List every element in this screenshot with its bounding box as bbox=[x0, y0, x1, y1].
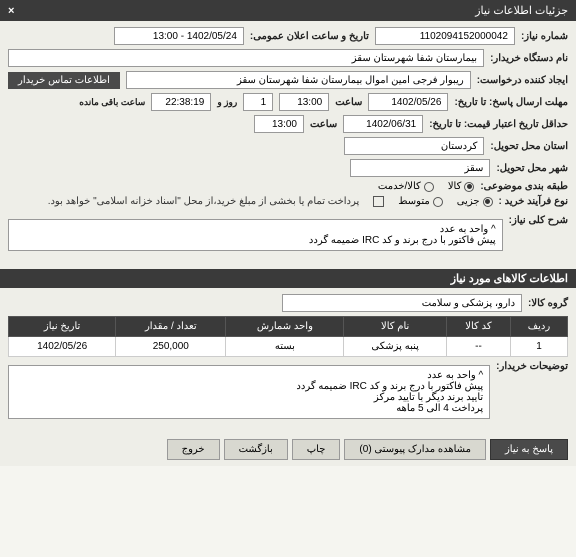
radio-dot-icon bbox=[464, 182, 474, 192]
saat-label-2: ساعت bbox=[310, 119, 337, 130]
buyer-notes-value: ^ واحد به عدد پیش فاکتور با درج برند و ک… bbox=[8, 365, 490, 419]
table-row[interactable]: 1 -- پنبه پزشکی بسته 250,000 1402/05/26 bbox=[9, 337, 568, 357]
announce-date-label: تاریخ و ساعت اعلان عمومی: bbox=[250, 31, 369, 42]
min-valid-label: حداقل تاریخ اعتبار قیمت: تا تاریخ: bbox=[429, 119, 568, 130]
need-no-label: شماره نیاز: bbox=[521, 31, 568, 42]
radio-motevaset[interactable]: متوسط bbox=[398, 196, 442, 207]
dialog-title: جزئیات اطلاعات نیاز bbox=[475, 4, 568, 17]
valid-time-value: 13:00 bbox=[254, 115, 304, 133]
requester-label: ایجاد کننده درخواست: bbox=[477, 75, 568, 86]
contact-info-button[interactable]: اطلاعات تماس خریدار bbox=[8, 72, 120, 89]
buyer-notes-label: توضیحات خریدار: bbox=[496, 361, 568, 372]
goods-table: ردیف کد کالا نام کالا واحد شمارش تعداد /… bbox=[8, 316, 568, 357]
td-name: پنبه پزشکی bbox=[344, 337, 447, 357]
days-left-value: 1 bbox=[243, 93, 273, 111]
close-icon[interactable]: × bbox=[8, 5, 14, 17]
td-date: 1402/05/26 bbox=[9, 337, 116, 357]
exit-button[interactable]: خروج bbox=[167, 439, 220, 460]
pay-note: پرداخت تمام یا بخشی از مبلغ خرید،از محل … bbox=[48, 196, 360, 207]
radio-jozi[interactable]: جزیی bbox=[457, 196, 493, 207]
td-code: -- bbox=[446, 337, 510, 357]
province-value: کردستان bbox=[344, 137, 484, 155]
th-date: تاریخ نیاز bbox=[9, 317, 116, 337]
need-desc-value: ^ واحد به عدد پیش فاکتور با درج برند و ک… bbox=[8, 219, 503, 251]
saat-label-1: ساعت bbox=[335, 97, 362, 108]
dialog-header: جزئیات اطلاعات نیاز × bbox=[0, 0, 576, 21]
reply-date-value: 1402/05/26 bbox=[368, 93, 448, 111]
buyer-org-value: بیمارستان شفا شهرستان سقز bbox=[8, 49, 484, 67]
back-button[interactable]: بازگشت bbox=[224, 439, 288, 460]
td-qty: 250,000 bbox=[116, 337, 226, 357]
requester-value: ریبوار فرجی امین اموال بیمارستان شفا شهر… bbox=[126, 71, 471, 89]
reply-deadline-label: مهلت ارسال پاسخ: تا تاریخ: bbox=[454, 97, 568, 108]
remaining-label: ساعت باقی مانده bbox=[79, 97, 145, 108]
footer-bar: پاسخ به نیاز مشاهده مدارک پیوستی (0) چاپ… bbox=[0, 433, 576, 466]
goods-group-label: گروه کالا: bbox=[528, 298, 568, 309]
city-value: سقز bbox=[350, 159, 490, 177]
th-unit: واحد شمارش bbox=[226, 317, 344, 337]
reply-time-value: 13:00 bbox=[279, 93, 329, 111]
need-no-value: 1102094152000042 bbox=[375, 27, 515, 45]
pay-checkbox[interactable] bbox=[373, 196, 384, 207]
radio-jozi-label: جزیی bbox=[457, 196, 480, 207]
th-code: کد کالا bbox=[446, 317, 510, 337]
rooz-label: روز و bbox=[217, 97, 237, 108]
th-qty: تعداد / مقدار bbox=[116, 317, 226, 337]
radio-kala-khedmat[interactable]: کالا/خدمت bbox=[378, 181, 434, 192]
buy-type-label: نوع فرآیند خرید : bbox=[499, 196, 568, 207]
radio-motevaset-label: متوسط bbox=[398, 196, 429, 207]
td-row: 1 bbox=[510, 337, 567, 357]
radio-kala-khedmat-label: کالا/خدمت bbox=[378, 181, 421, 192]
province-label: استان محل تحویل: bbox=[490, 141, 568, 152]
time-left-value: 22:38:19 bbox=[151, 93, 211, 111]
radio-dot-icon bbox=[433, 197, 443, 207]
print-button[interactable]: چاپ bbox=[292, 439, 341, 460]
announce-date-value: 1402/05/24 - 13:00 bbox=[114, 27, 244, 45]
attachments-button[interactable]: مشاهده مدارک پیوستی (0) bbox=[344, 439, 486, 460]
td-unit: بسته bbox=[226, 337, 344, 357]
radio-dot-icon bbox=[483, 197, 493, 207]
class-subject-label: طبقه بندی موضوعی: bbox=[480, 181, 568, 192]
city-label: شهر محل تحویل: bbox=[496, 163, 568, 174]
th-name: نام کالا bbox=[344, 317, 447, 337]
radio-kala-label: کالا bbox=[448, 181, 462, 192]
goods-group-value: دارو، پزشکی و سلامت bbox=[282, 294, 522, 312]
goods-info-header: اطلاعات کالاهای مورد نیاز bbox=[0, 269, 576, 288]
radio-dot-icon bbox=[424, 182, 434, 192]
need-desc-label: شرح کلی نیاز: bbox=[509, 215, 568, 226]
valid-date-value: 1402/06/31 bbox=[343, 115, 423, 133]
th-row: ردیف bbox=[510, 317, 567, 337]
radio-kala[interactable]: کالا bbox=[448, 181, 475, 192]
table-header-row: ردیف کد کالا نام کالا واحد شمارش تعداد /… bbox=[9, 317, 568, 337]
buyer-org-label: نام دستگاه خریدار: bbox=[490, 53, 568, 64]
reply-button[interactable]: پاسخ به نیاز bbox=[490, 439, 568, 460]
